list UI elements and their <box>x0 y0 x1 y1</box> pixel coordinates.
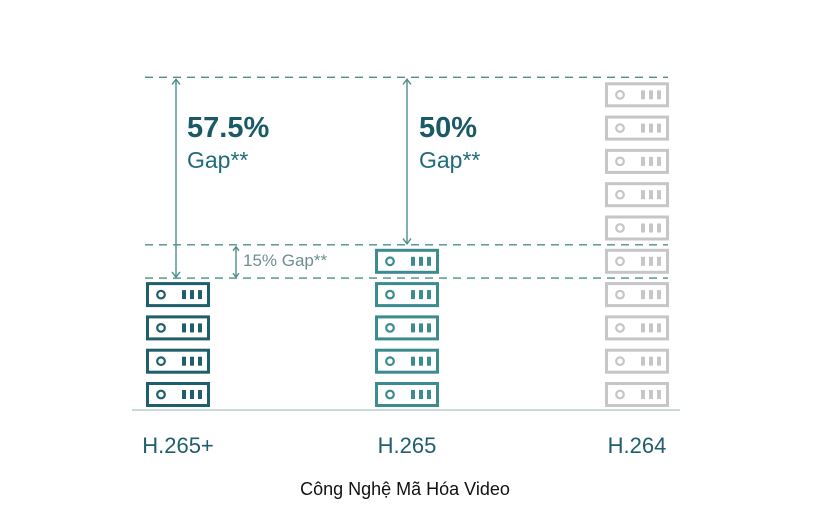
category-label-h265: H.265 <box>378 433 437 458</box>
server-unit-h265-1 <box>375 382 439 407</box>
gap-label-small: 15% Gap** <box>243 251 327 270</box>
server-unit-h264-10 <box>605 82 669 108</box>
category-label-h264: H.264 <box>608 433 667 458</box>
server-unit-h265-4 <box>375 282 439 308</box>
server-unit-h264-8 <box>605 148 669 174</box>
server-unit-h265-2 <box>375 348 439 374</box>
server-unit-h265-4 <box>146 282 210 308</box>
gap-arrow-h265 <box>402 78 412 245</box>
server-unit-h264-9 <box>605 115 669 141</box>
server-unit-h264-1 <box>605 382 669 407</box>
guide-lines <box>145 76 668 279</box>
gap-label-h265-percent: 50% <box>419 112 477 144</box>
server-unit-h265-3 <box>146 315 210 341</box>
server-unit-h264-3 <box>605 315 669 341</box>
server-unit-h264-5 <box>605 248 669 274</box>
server-unit-h264-6 <box>605 215 669 241</box>
gap-label-h265-word: Gap** <box>419 147 480 173</box>
server-unit-h264-4 <box>605 282 669 308</box>
server-unit-h265-3 <box>375 315 439 341</box>
gap-arrow-h265plus <box>171 78 181 279</box>
category-label-h265plus: H.265+ <box>142 433 214 458</box>
gap-label-h265plus-word: Gap** <box>187 147 248 173</box>
gap-arrows <box>171 78 412 279</box>
server-unit-h264-2 <box>605 348 669 374</box>
gap-arrow-small <box>232 245 240 279</box>
gap-label-h265plus-percent: 57.5% <box>187 112 269 144</box>
server-stacks <box>146 82 669 407</box>
server-unit-h265-1 <box>146 382 210 407</box>
server-unit-h264-7 <box>605 182 669 208</box>
server-unit-h265-5 <box>375 248 439 274</box>
x-axis-label: Công Nghệ Mã Hóa Video <box>300 479 510 499</box>
server-unit-h265-2 <box>146 348 210 374</box>
